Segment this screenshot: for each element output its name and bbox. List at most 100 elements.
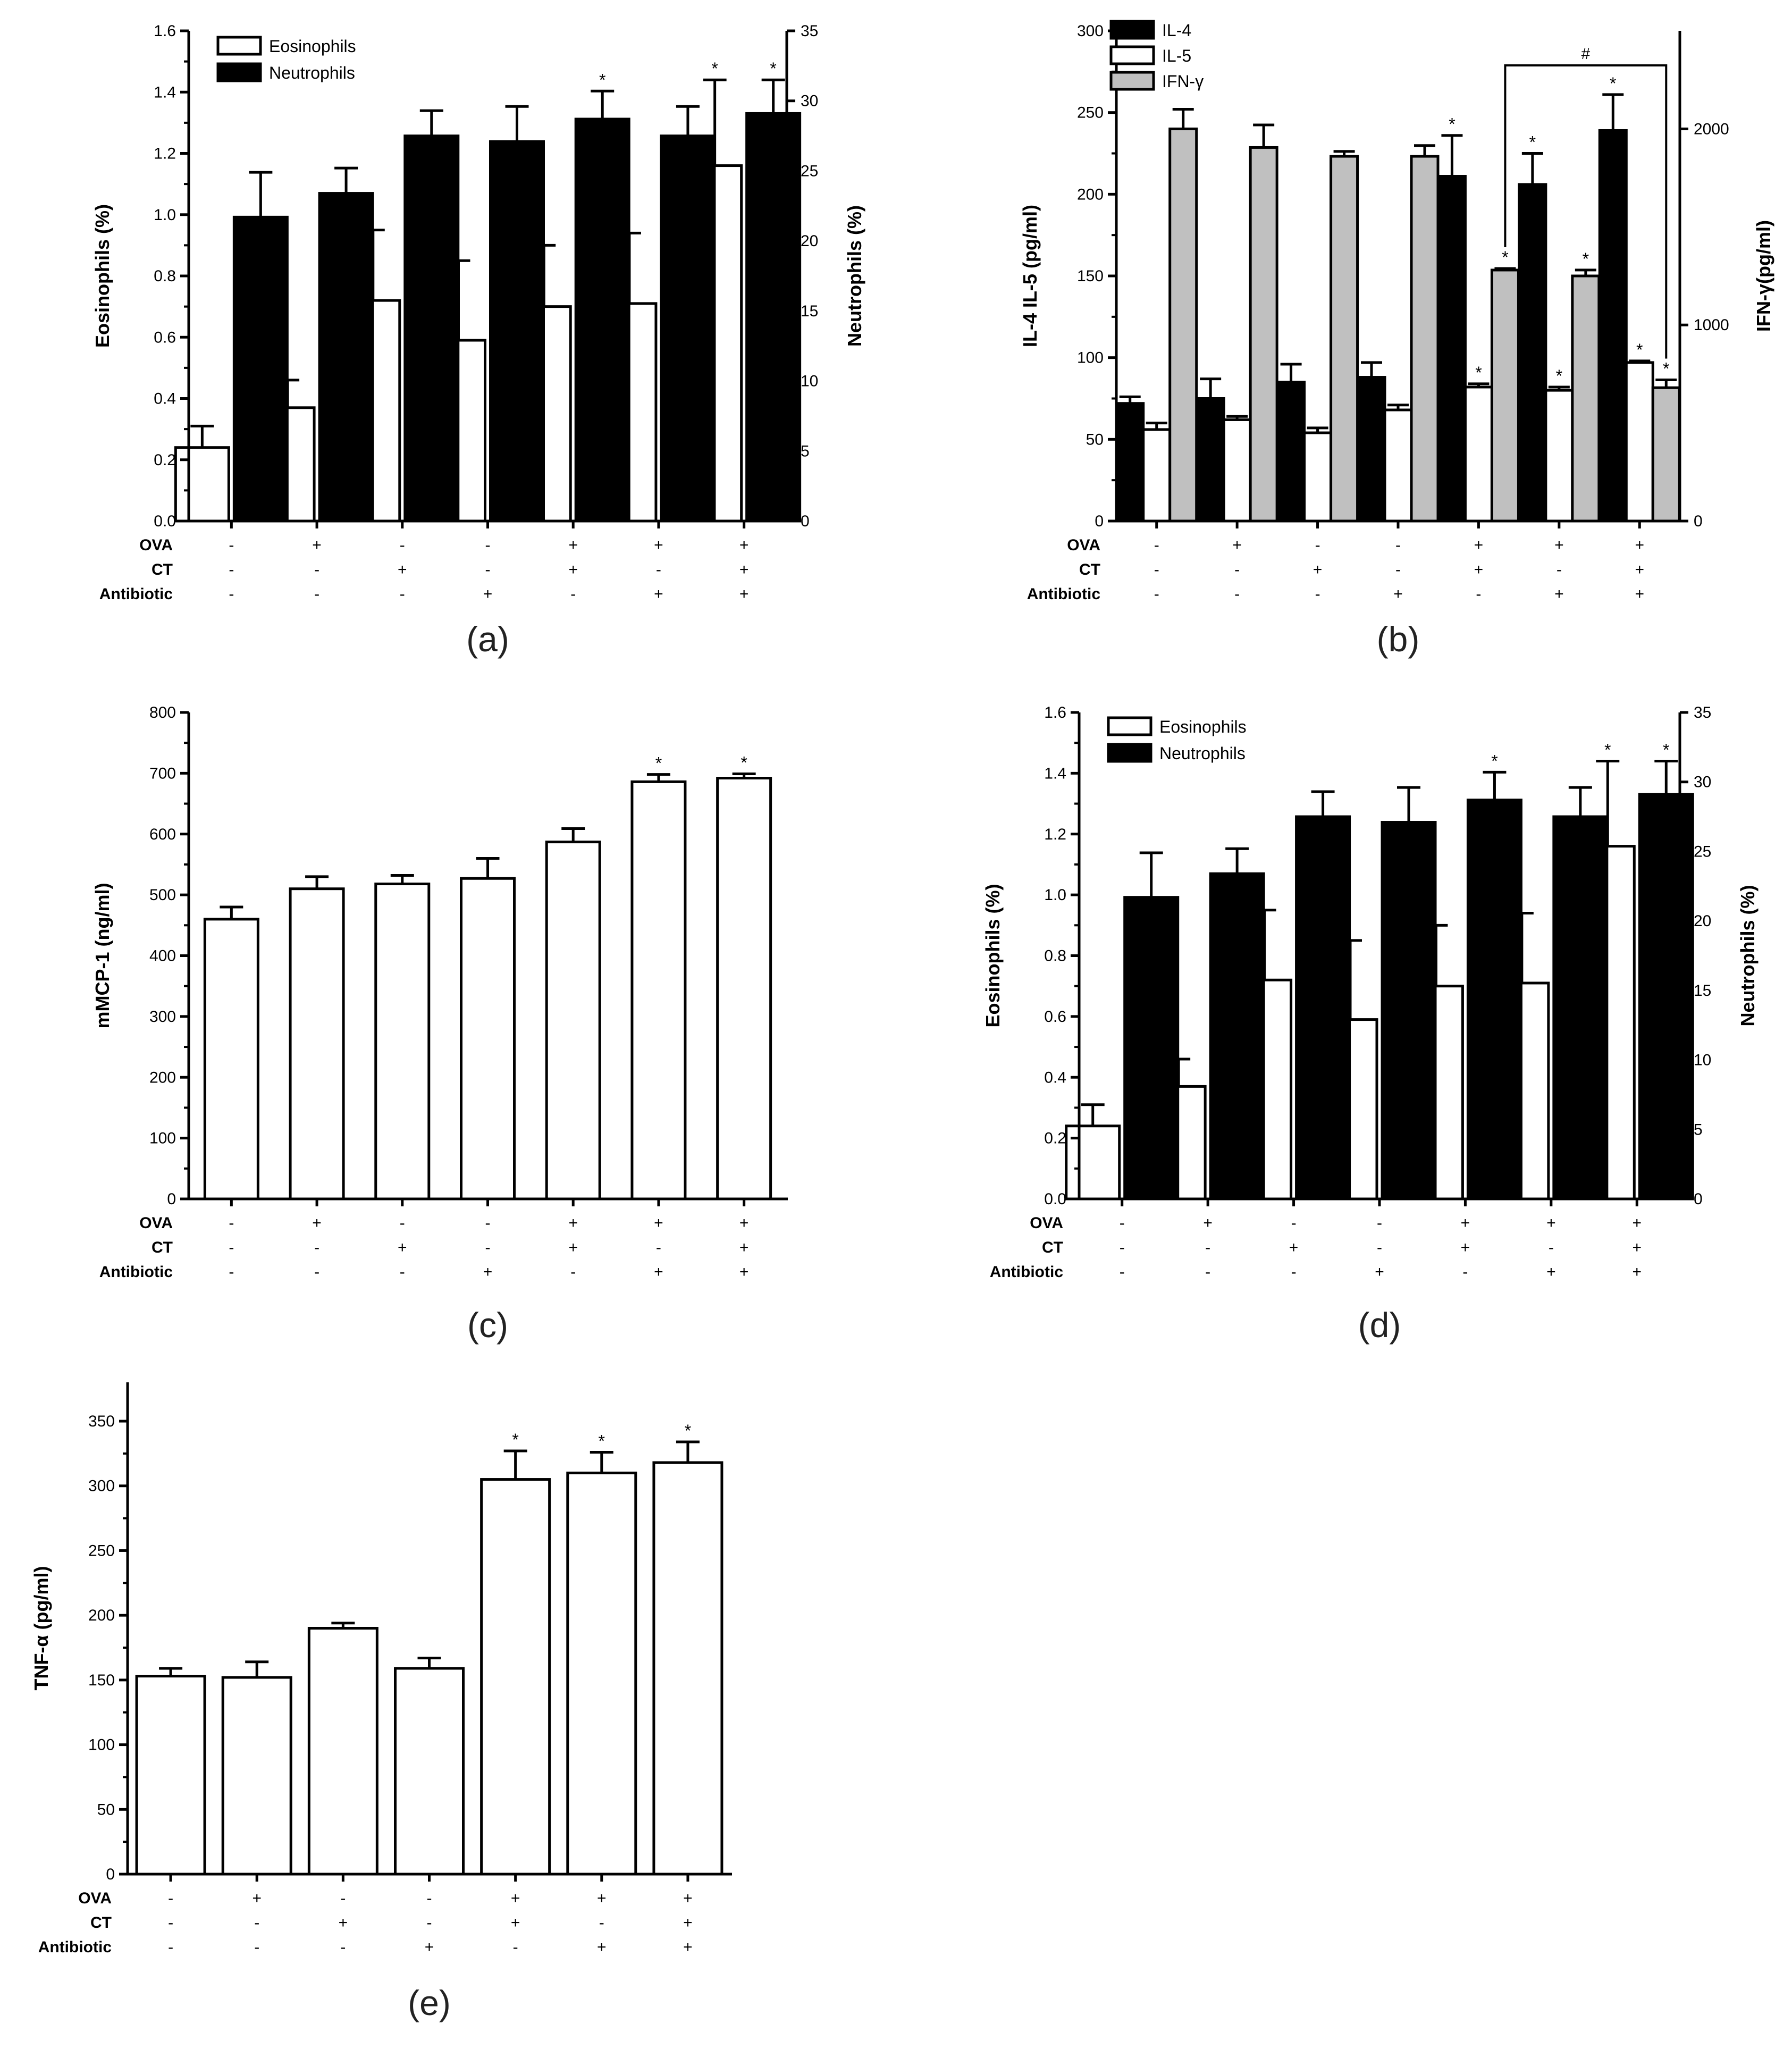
y2-axis-label: Neutrophils (%): [844, 205, 865, 347]
y-axis-label: mMCP-1 (ng/ml): [91, 883, 113, 1029]
bar-il-5-5: [1463, 385, 1493, 523]
treatment-sign: +: [568, 536, 578, 554]
treatment-sign: +: [1461, 1214, 1470, 1232]
bar-il-5-3: [1303, 431, 1333, 523]
y-tick-label: 50: [1086, 431, 1104, 448]
y-tick-label: 800: [149, 704, 176, 721]
y-tick-label: 700: [149, 765, 176, 782]
y2-tick-label: 0: [1694, 1190, 1703, 1208]
y-tick-label: 0.2: [1044, 1130, 1066, 1147]
treatment-sign: -: [1395, 536, 1401, 554]
legend-label: IFN-γ: [1162, 72, 1204, 91]
treatment-sign: +: [654, 1263, 663, 1281]
bar-tnf--7: [652, 1461, 723, 1876]
y-tick-label: 300: [88, 1478, 115, 1495]
panel-label: (e): [408, 1983, 451, 2022]
bar-neutrophils-4: [1381, 821, 1437, 1201]
bar-mmcp-1-7: [716, 777, 772, 1201]
treatment-sign: +: [1474, 536, 1484, 554]
bar-neutrophils-4: [489, 140, 545, 523]
treatment-label-antibiotic: Antibiotic: [1027, 585, 1100, 603]
significance-star: *: [1663, 359, 1669, 378]
legend-swatch: [1107, 743, 1152, 763]
treatment-sign: +: [398, 561, 407, 578]
bar-mmcp-1-4: [460, 877, 516, 1201]
bar-neutrophils-5: [574, 117, 630, 523]
bracket-label: #: [1581, 45, 1591, 63]
significance-star: *: [512, 1430, 518, 1449]
y-axis-label: TNF-α (pg/ml): [30, 1566, 52, 1690]
bar-il-5-1: [1142, 428, 1172, 523]
y2-tick-label: 25: [1694, 843, 1711, 860]
y-tick-label: 1.0: [154, 206, 176, 224]
bar-neutrophils-2: [318, 192, 374, 523]
y2-tick-label: 15: [801, 303, 818, 320]
treatment-label-ova: OVA: [139, 536, 173, 554]
treatment-sign: -: [400, 536, 405, 554]
y2-tick-label: 5: [801, 442, 810, 460]
y2-tick-label: 35: [1694, 704, 1711, 721]
y-tick-label: 1.2: [154, 145, 176, 163]
chart-panel-e: * * * 0 50 100 150 200 250 300 350 TNF-α (pg/ml) OVA…: [30, 1382, 732, 2022]
treatment-sign: -: [1315, 536, 1320, 554]
bar-tnf--6: [566, 1471, 637, 1876]
y-tick-label: 100: [88, 1736, 115, 1754]
significance-star: *: [1475, 363, 1482, 382]
treatment-sign: +: [511, 1914, 520, 1932]
treatment-sign: -: [656, 561, 661, 578]
y-tick-label: 300: [1077, 22, 1104, 40]
bar-il-4-3: [1276, 381, 1306, 523]
y-tick-label: 1.4: [154, 83, 176, 101]
treatment-sign: -: [513, 1938, 518, 1956]
bar-neutrophils-3: [1295, 815, 1351, 1201]
treatment-sign: +: [1633, 1239, 1642, 1256]
treatment-sign: +: [1289, 1239, 1299, 1256]
significance-star: *: [1502, 248, 1508, 267]
bar-neutrophils-7: [745, 112, 802, 523]
treatment-label-antibiotic: Antibiotic: [99, 585, 173, 603]
treatment-sign: +: [568, 1214, 578, 1232]
treatment-sign: -: [229, 1263, 234, 1281]
treatment-sign: +: [1635, 536, 1645, 554]
treatment-sign: +: [654, 1214, 663, 1232]
treatment-sign: +: [739, 1214, 749, 1232]
treatment-sign: -: [400, 585, 405, 603]
y-tick-label: 0.0: [154, 513, 176, 530]
treatment-label-ct: CT: [1079, 561, 1100, 578]
treatment-label-ct: CT: [152, 1239, 173, 1256]
treatment-sign: -: [254, 1914, 259, 1932]
treatment-sign: +: [739, 1263, 749, 1281]
legend-swatch: [1107, 716, 1152, 736]
treatment-sign: -: [1205, 1239, 1210, 1256]
bar-il-4-4: [1357, 376, 1386, 523]
significance-star: *: [1636, 340, 1643, 359]
treatment-sign: +: [1554, 536, 1564, 554]
significance-star: *: [1663, 741, 1669, 760]
bar-tnf--3: [307, 1627, 378, 1876]
legend-label: IL-5: [1162, 46, 1191, 65]
y-tick-label: 300: [149, 1008, 176, 1026]
bar-ifn--4: [1410, 155, 1440, 523]
bar-mmcp-1-2: [289, 887, 345, 1201]
treatment-sign: -: [400, 1214, 405, 1232]
y-tick-label: 250: [1077, 104, 1104, 122]
treatment-sign: -: [570, 585, 576, 603]
treatment-sign: -: [229, 1239, 234, 1256]
bar-tnf--4: [394, 1667, 465, 1876]
y-tick-label: 150: [1077, 267, 1104, 285]
treatment-sign: +: [398, 1239, 407, 1256]
treatment-sign: +: [683, 1938, 693, 1956]
y-tick-label: 50: [97, 1801, 115, 1818]
significance-bracket: [1504, 64, 1668, 359]
y-tick-label: 1.4: [1044, 765, 1066, 782]
treatment-sign: -: [314, 1263, 319, 1281]
panel-label: (c): [467, 1305, 508, 1345]
treatment-sign: +: [568, 1239, 578, 1256]
y-tick-label: 250: [88, 1542, 115, 1559]
treatment-sign: -: [340, 1938, 346, 1956]
treatment-sign: -: [400, 1263, 405, 1281]
y-tick-label: 0.8: [1044, 947, 1066, 965]
bar-ifn--2: [1249, 146, 1278, 523]
y-tick-label: 100: [1077, 349, 1104, 367]
treatment-label-ct: CT: [1042, 1239, 1063, 1256]
